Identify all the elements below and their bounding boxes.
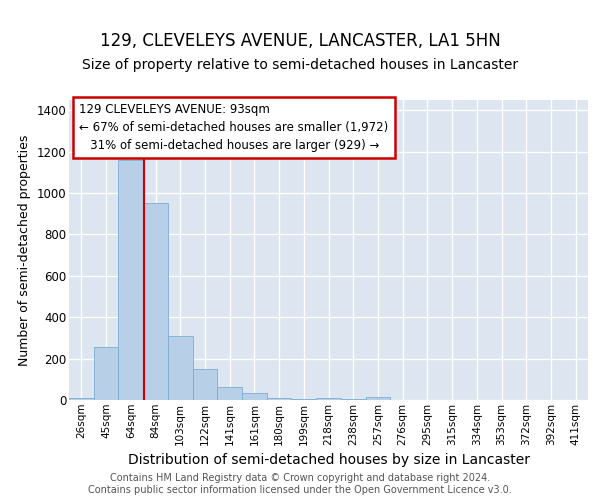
Text: 129, CLEVELEYS AVENUE, LANCASTER, LA1 5HN: 129, CLEVELEYS AVENUE, LANCASTER, LA1 5H… xyxy=(100,32,500,50)
Bar xyxy=(217,386,242,400)
Bar xyxy=(193,369,217,400)
Text: Size of property relative to semi-detached houses in Lancaster: Size of property relative to semi-detach… xyxy=(82,58,518,72)
Y-axis label: Number of semi-detached properties: Number of semi-detached properties xyxy=(18,134,31,366)
Bar xyxy=(168,336,193,400)
Bar xyxy=(267,398,292,400)
Bar xyxy=(118,160,143,400)
Text: 129 CLEVELEYS AVENUE: 93sqm
← 67% of semi-detached houses are smaller (1,972)
  : 129 CLEVELEYS AVENUE: 93sqm ← 67% of sem… xyxy=(79,103,389,152)
Bar xyxy=(143,204,168,400)
Bar xyxy=(242,393,267,400)
Bar xyxy=(292,399,316,400)
Bar xyxy=(316,398,341,400)
Bar xyxy=(69,398,94,400)
Bar xyxy=(94,347,118,400)
Text: Contains HM Land Registry data © Crown copyright and database right 2024.
Contai: Contains HM Land Registry data © Crown c… xyxy=(88,474,512,495)
Bar xyxy=(365,397,390,400)
X-axis label: Distribution of semi-detached houses by size in Lancaster: Distribution of semi-detached houses by … xyxy=(128,453,530,467)
Bar xyxy=(341,399,365,400)
